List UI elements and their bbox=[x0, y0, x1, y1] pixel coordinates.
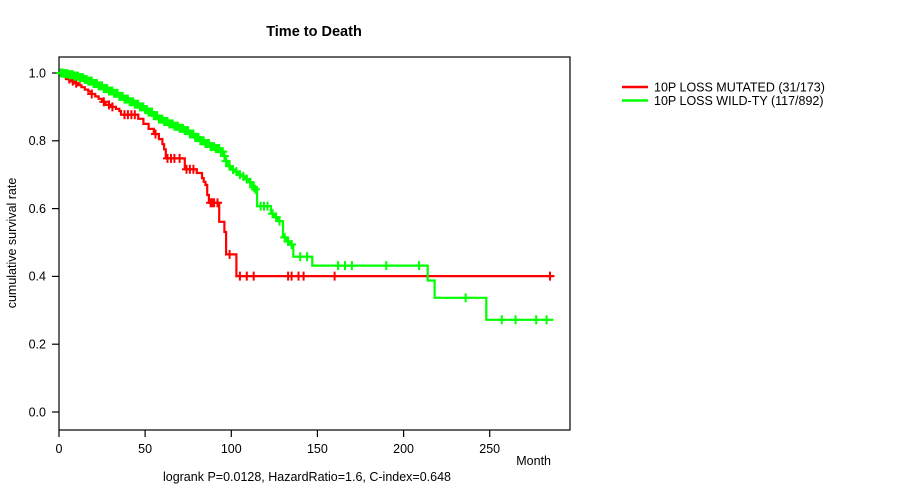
x-tick-label: 0 bbox=[56, 442, 63, 456]
x-tick-label: 50 bbox=[138, 442, 152, 456]
y-tick-label: 0.2 bbox=[29, 338, 46, 352]
y-tick-label: 0.8 bbox=[29, 134, 46, 148]
x-tick-label: 150 bbox=[307, 442, 328, 456]
x-tick-label: 200 bbox=[393, 442, 414, 456]
y-tick-label: 0.4 bbox=[29, 270, 46, 284]
y-tick-label: 0.0 bbox=[29, 405, 46, 419]
survival-curve-mutated bbox=[59, 71, 554, 278]
x-tick-label: 100 bbox=[221, 442, 242, 456]
legend-label-mutated: 10P LOSS MUTATED (31/173) bbox=[654, 81, 825, 95]
y-tick-label: 0.6 bbox=[29, 202, 46, 216]
plot-area: 0 50 100 150 200 250 0.0 0.2 0.4 0.6 0.8 1.0 bbox=[29, 56, 571, 456]
y-axis-title: cumulative survival rate bbox=[5, 178, 19, 309]
survival-curve-wildtype bbox=[59, 71, 554, 321]
x-axis-title: Month bbox=[516, 454, 551, 468]
stats-footnote: logrank P=0.0128, HazardRatio=1.6, C-ind… bbox=[163, 470, 451, 484]
legend-label-wildtype: 10P LOSS WILD-TY (117/892) bbox=[654, 94, 824, 108]
legend: 10P LOSS MUTATED (31/173) 10P LOSS WILD-… bbox=[622, 81, 825, 108]
plot-box bbox=[58, 56, 571, 431]
chart-title: Time to Death bbox=[266, 24, 362, 40]
y-tick-label: 1.0 bbox=[29, 66, 46, 80]
x-tick-label: 250 bbox=[479, 442, 500, 456]
